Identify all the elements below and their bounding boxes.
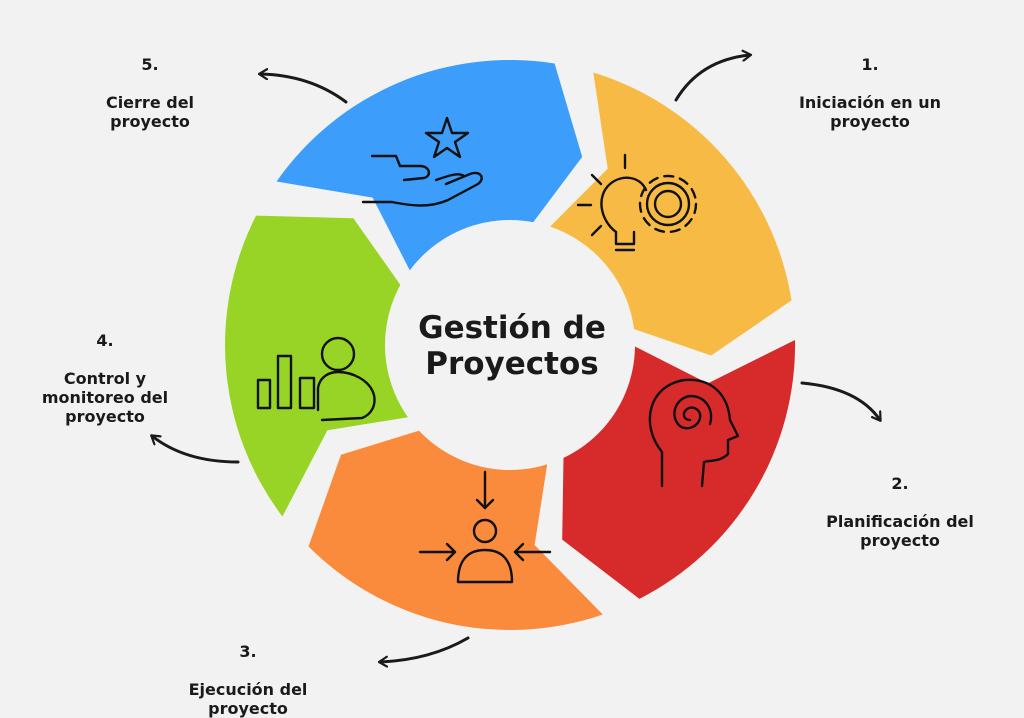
phase-text-3: Ejecución del proyecto	[188, 680, 308, 718]
arrow-phase-1	[674, 55, 750, 102]
lightbulb-gear-icon	[576, 153, 698, 252]
phase-number-3: 3.	[239, 642, 257, 661]
person-arrows-icon	[418, 470, 552, 584]
phase-number-4: 4.	[96, 331, 114, 350]
ring-segment-4	[308, 428, 603, 631]
arrow-phase-2	[800, 381, 880, 420]
phase-text-1: Iniciación en un proyecto	[798, 93, 942, 131]
phase-number-5: 5.	[141, 55, 159, 74]
phase-label-1: 1. Iniciación en un proyecto	[770, 36, 970, 131]
phase-label-4: 4. Control y monitoreo del proyecto	[10, 312, 200, 426]
ring-segment-3	[562, 340, 796, 599]
phase-label-2: 2. Planificación del proyecto	[795, 455, 1005, 550]
phase-text-2: Planificación del proyecto	[826, 512, 974, 550]
arrow-phase-4	[152, 436, 240, 464]
ring-segment-2	[544, 72, 792, 356]
phase-number-2: 2.	[891, 474, 909, 493]
arrow-phase-5	[260, 74, 348, 104]
arrow-phase-3	[380, 636, 470, 662]
phase-label-3: 3. Ejecución del proyecto	[150, 623, 346, 718]
phase-text-5: Cierre del proyecto	[105, 93, 195, 131]
phase-number-1: 1.	[861, 55, 879, 74]
head-spiral-icon	[648, 378, 740, 488]
center-circle	[385, 220, 635, 470]
phase-label-5: 5. Cierre del proyecto	[70, 36, 230, 131]
hand-star-icon	[361, 116, 483, 207]
bar-chart-person-icon	[256, 336, 376, 422]
phase-text-4: Control y monitoreo del proyecto	[41, 369, 169, 426]
diagram-title: Gestión de Proyectos	[418, 310, 606, 382]
cycle-diagram	[0, 0, 1024, 675]
ring-segment-5	[225, 215, 416, 517]
